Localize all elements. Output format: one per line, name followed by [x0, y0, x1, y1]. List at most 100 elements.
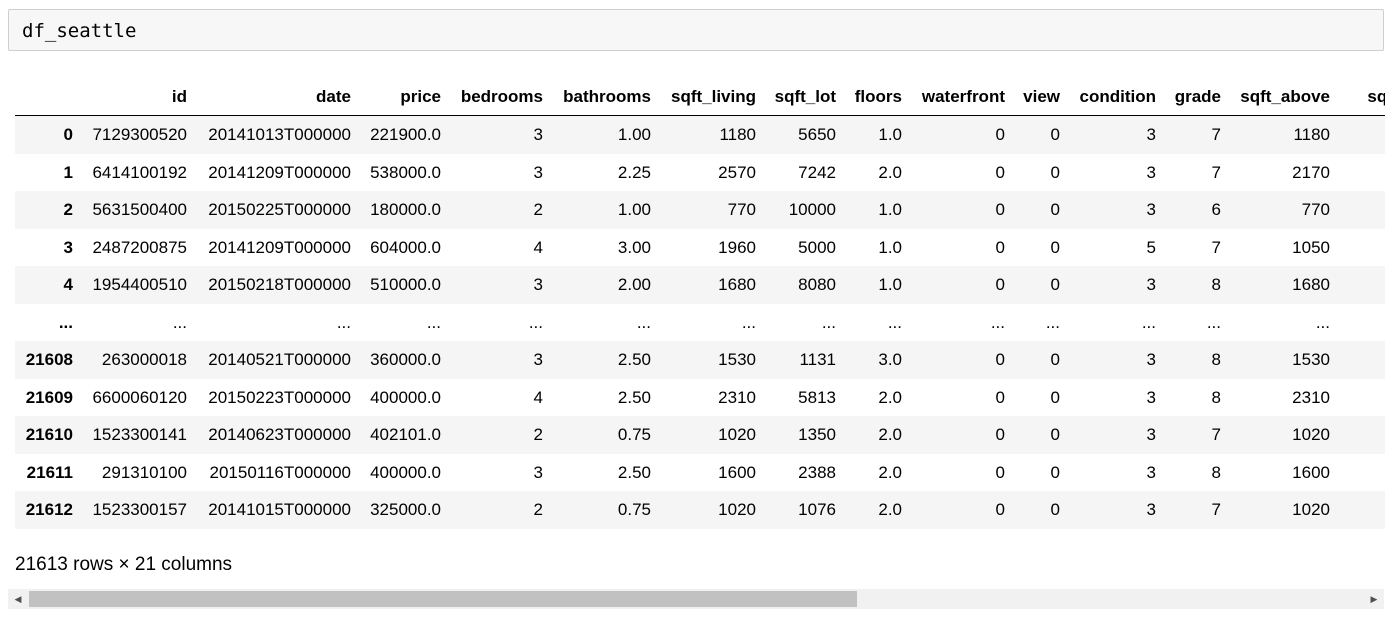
table-cell — [1337, 341, 1385, 379]
table-cell: 1523300141 — [92, 425, 187, 444]
code-input-cell[interactable]: df_seattle — [8, 9, 1384, 51]
table-row: 21611 291310100 20150116T000000 400000.0 3 2.… — [15, 454, 1385, 492]
scroll-right-arrow[interactable]: ▶ — [1364, 589, 1384, 609]
table-cell: ... — [741, 312, 756, 332]
table-cell: 5631500400 — [92, 200, 187, 219]
table-cell: 0 — [1050, 500, 1060, 519]
table-cell: 3 — [533, 350, 543, 369]
row-index: 1 — [63, 162, 73, 182]
table-cell: 7 — [1211, 162, 1221, 182]
column-header-price: price — [358, 78, 448, 116]
table-cell: 3 — [1146, 500, 1156, 519]
row-index: 21612 — [25, 500, 73, 519]
table-cell: 2.0 — [878, 387, 902, 407]
column-header-sqft_above: sqft_above — [1228, 78, 1337, 116]
scroll-thumb[interactable] — [29, 591, 857, 607]
table-cell: 20140623T000000 — [208, 425, 351, 444]
table-row: 3 2487200875 20141209T000000 604000.0 4 3.00 1… — [15, 229, 1385, 267]
table-cell: 20150225T000000 — [208, 200, 351, 219]
table-cell: 1.0 — [878, 237, 902, 257]
table-row: 4 1954400510 20150218T000000 510000.0 3 2.00 1… — [15, 266, 1385, 304]
column-header-floors: floors — [843, 78, 909, 116]
table-cell: 0 — [995, 500, 1005, 519]
table-cell — [1337, 491, 1385, 529]
table-cell: 3 — [1146, 350, 1156, 369]
table-cell: 221900.0 — [370, 125, 441, 144]
row-index: ... — [58, 312, 73, 332]
table-cell: 5650 — [798, 125, 836, 144]
table-cell: ... — [426, 312, 441, 332]
table-cell: 2170 — [1292, 162, 1330, 182]
table-cell: 3 — [1146, 125, 1156, 144]
table-cell: ... — [1045, 312, 1060, 332]
column-header-sqft_living: sqft_living — [658, 78, 763, 116]
table-cell: 360000.0 — [370, 350, 441, 369]
table-cell: 263000018 — [101, 350, 187, 369]
table-cell: 1350 — [798, 425, 836, 444]
table-cell: 1.0 — [878, 275, 902, 294]
table-cell: 0 — [995, 200, 1005, 219]
scroll-left-arrow[interactable]: ◀ — [8, 589, 28, 609]
table-cell: 1076 — [798, 500, 836, 519]
table-cell: 3.0 — [878, 350, 902, 369]
table-cell: ... — [1206, 312, 1221, 332]
table-cell: ... — [528, 312, 543, 332]
table-cell: 400000.0 — [370, 387, 441, 407]
table-cell: 7 — [1211, 500, 1221, 519]
column-header-grade: grade — [1163, 78, 1228, 116]
table-cell: 6600060120 — [92, 387, 187, 407]
row-index: 3 — [63, 237, 73, 257]
table-cell: 1131 — [799, 350, 836, 369]
table-cell: 0.75 — [617, 425, 651, 444]
triangle-right-icon: ▶ — [1370, 593, 1378, 604]
table-row: 21610 1523300141 20140623T000000 402101.0 2 0… — [15, 416, 1385, 454]
horizontal-scrollbar[interactable]: ◀ ▶ — [8, 589, 1384, 609]
table-cell: 20141209T000000 — [208, 237, 351, 257]
table-cell: 3 — [533, 275, 543, 294]
row-index: 4 — [63, 275, 73, 294]
table-cell: ... — [1315, 312, 1330, 332]
table-cell: 1600 — [718, 462, 756, 482]
column-header-id: id — [80, 78, 194, 116]
row-index: 21610 — [25, 425, 73, 444]
table-cell: 0 — [995, 237, 1005, 257]
table-cell: 3 — [1146, 200, 1156, 219]
table-body: 0 7129300520 20141013T000000 221900.0 3 1.00 1… — [15, 115, 1385, 529]
table-summary: 21613 rows × 21 columns — [15, 554, 233, 575]
column-header-sqft_: sqft_ — [1337, 78, 1385, 116]
table-cell: 0 — [1050, 350, 1060, 369]
table-cell: 3 — [1146, 387, 1156, 407]
table-row: 0 7129300520 20141013T000000 221900.0 3 1.00 1… — [15, 115, 1385, 154]
table-cell — [1337, 191, 1385, 229]
table-cell: 3 — [1146, 162, 1156, 182]
table-cell: 0 — [995, 162, 1005, 182]
table-cell: ... — [1141, 312, 1156, 332]
table-cell: 1180 — [719, 125, 756, 144]
table-cell: 2.50 — [617, 350, 651, 369]
table-cell: 1530 — [1292, 350, 1330, 369]
column-header-sqft_lot: sqft_lot — [763, 78, 843, 116]
table-cell: 1.00 — [617, 125, 651, 144]
table-cell: 291310100 — [101, 462, 187, 482]
table-cell: 1523300157 — [92, 500, 187, 519]
table-cell: 3 — [533, 125, 543, 144]
table-cell: 538000.0 — [370, 162, 441, 182]
table-cell: 1020 — [1292, 425, 1330, 444]
table-cell: 2.0 — [878, 500, 902, 519]
table-cell: 2310 — [1292, 387, 1330, 407]
table-cell: 2487200875 — [92, 237, 187, 257]
table-cell: 604000.0 — [370, 237, 441, 257]
table-row: 21612 1523300157 20141015T000000 325000.0 2 0… — [15, 491, 1385, 529]
table-cell: 20141015T000000 — [208, 500, 351, 519]
table-cell: 3 — [1146, 275, 1156, 294]
table-cell: 2.0 — [878, 462, 902, 482]
table-row: ........................................… — [15, 304, 1385, 342]
table-cell: 3.00 — [617, 237, 651, 257]
table-cell: 2.50 — [617, 462, 651, 482]
column-header-bedrooms: bedrooms — [448, 78, 550, 116]
table-cell: 770 — [1301, 200, 1330, 219]
table-cell: 8 — [1211, 462, 1221, 482]
table-cell: 4 — [533, 237, 543, 257]
code-text: df_seattle — [22, 20, 137, 42]
table-cell: 8 — [1211, 350, 1221, 369]
